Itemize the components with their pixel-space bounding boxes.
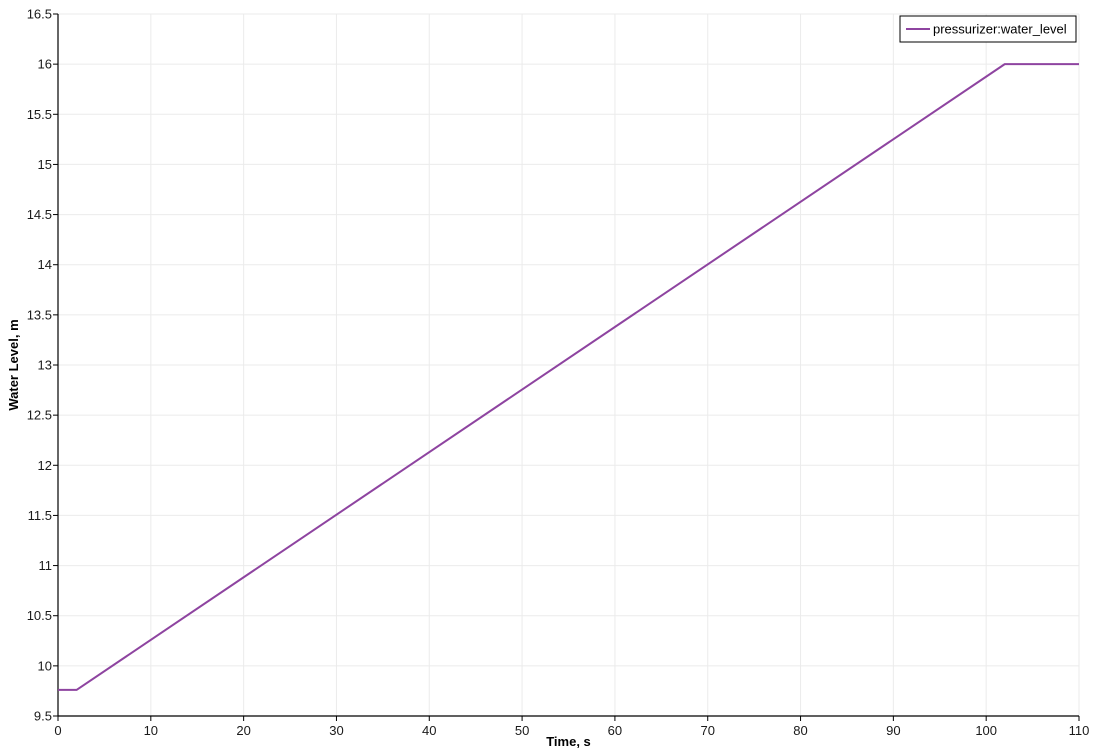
series-line xyxy=(58,63,1079,691)
x-tick-label: 110 xyxy=(1069,723,1090,738)
y-tick-label: 15 xyxy=(38,157,52,172)
y-axis-label: Water Level, m xyxy=(6,319,21,410)
x-tick-label: 20 xyxy=(236,723,250,738)
x-tick-label: 50 xyxy=(515,723,529,738)
legend: pressurizer:water_level xyxy=(899,15,1077,43)
y-tick-label: 11 xyxy=(39,558,53,573)
y-tick-label: 13 xyxy=(38,358,52,373)
y-tick-label: 14.5 xyxy=(27,207,52,222)
x-tick-label: 100 xyxy=(975,723,997,738)
y-tick-label: 10.5 xyxy=(27,608,52,623)
legend-label: pressurizer:water_level xyxy=(933,22,1067,37)
x-tick-label: 80 xyxy=(793,723,807,738)
y-tick-label: 14 xyxy=(38,257,52,272)
y-tick-label: 16 xyxy=(38,57,52,72)
x-tick-label: 0 xyxy=(54,723,61,738)
y-tick-label: 13.5 xyxy=(27,307,52,322)
y-tick-label: 12 xyxy=(38,458,52,473)
grid xyxy=(57,13,1080,717)
x-tick-label: 30 xyxy=(329,723,343,738)
y-tick-label: 11.5 xyxy=(28,508,52,523)
y-tick-label: 12.5 xyxy=(27,408,52,423)
ticks: 0 10 20 30 40 50 60 70 80 90 100 110 9.5 10 10.5 11 11.5… xyxy=(27,7,1090,739)
x-tick-label: 60 xyxy=(608,723,622,738)
y-tick-label: 9.5 xyxy=(34,709,52,724)
series-group xyxy=(58,63,1079,691)
x-tick-label: 90 xyxy=(886,723,900,738)
x-tick-label: 40 xyxy=(422,723,436,738)
x-tick-label: 70 xyxy=(700,723,714,738)
y-tick-label: 15.5 xyxy=(27,107,52,122)
x-axis-label: Time, s xyxy=(546,734,591,749)
y-tick-label: 10 xyxy=(38,658,52,673)
x-tick-label: 10 xyxy=(144,723,158,738)
y-tick-label: 16.5 xyxy=(27,7,52,22)
